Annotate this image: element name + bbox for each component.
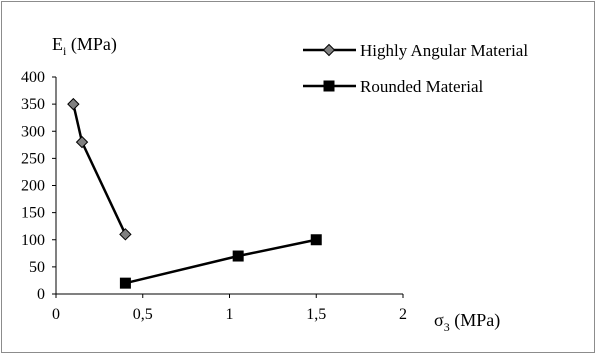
y-axis-title-rest: (MPa) xyxy=(66,34,117,55)
series-highly-angular-material xyxy=(67,97,132,241)
series-line-rounded-material xyxy=(125,238,317,285)
x-axis-title-sub: 3 xyxy=(444,320,450,334)
y-tick-label: 0 xyxy=(37,286,45,303)
legend: Highly Angular Material Rounded Material xyxy=(303,41,528,96)
x-tick-labels: 0 0,5 1 1,5 2 xyxy=(52,294,407,323)
data-point-rounded-material xyxy=(232,250,244,262)
y-tick-labels: 0 50 100 150 200 250 300 350 400 xyxy=(21,69,56,303)
y-tick-label: 300 xyxy=(21,123,45,140)
x-axis-title-base: σ xyxy=(434,310,444,330)
x-axis-title: σ3 (MPa) xyxy=(434,310,500,334)
series-layer xyxy=(67,97,322,289)
legend-label: Highly Angular Material xyxy=(360,41,528,60)
legend-label: Rounded Material xyxy=(360,77,483,96)
x-tick-label: 0 xyxy=(52,306,60,323)
data-point-highly-angular-material xyxy=(67,97,80,111)
x-tick-label: 1 xyxy=(226,306,234,323)
x-axis-title-rest: (MPa) xyxy=(450,310,501,331)
data-point-rounded-material xyxy=(310,234,322,246)
y-axis-title-base: E xyxy=(52,34,63,54)
data-point-rounded-material xyxy=(119,277,131,289)
data-point-highly-angular-material xyxy=(75,135,89,149)
y-axis-title: Ei (MPa) xyxy=(52,34,117,58)
y-tick-label: 400 xyxy=(21,69,45,86)
legend-item-highly-angular-material: Highly Angular Material xyxy=(303,41,528,60)
series-line-highly-angular-material xyxy=(72,103,127,235)
legend-marker-diamond xyxy=(322,43,336,57)
y-tick-label: 150 xyxy=(21,205,45,222)
y-axis-title-sub: i xyxy=(63,44,67,58)
x-tick-label: 0,5 xyxy=(133,306,153,323)
y-tick-label: 50 xyxy=(29,259,45,276)
y-tick-label: 250 xyxy=(21,150,45,167)
y-tick-label: 350 xyxy=(21,96,45,113)
series-rounded-material xyxy=(119,234,322,289)
x-tick-label: 1,5 xyxy=(306,306,326,323)
y-tick-label: 100 xyxy=(21,232,45,249)
legend-item-rounded-material: Rounded Material xyxy=(303,77,483,96)
y-tick-label: 200 xyxy=(21,178,45,195)
x-tick-label: 2 xyxy=(399,306,407,323)
data-point-highly-angular-material xyxy=(119,228,132,241)
legend-marker-square xyxy=(323,80,335,92)
